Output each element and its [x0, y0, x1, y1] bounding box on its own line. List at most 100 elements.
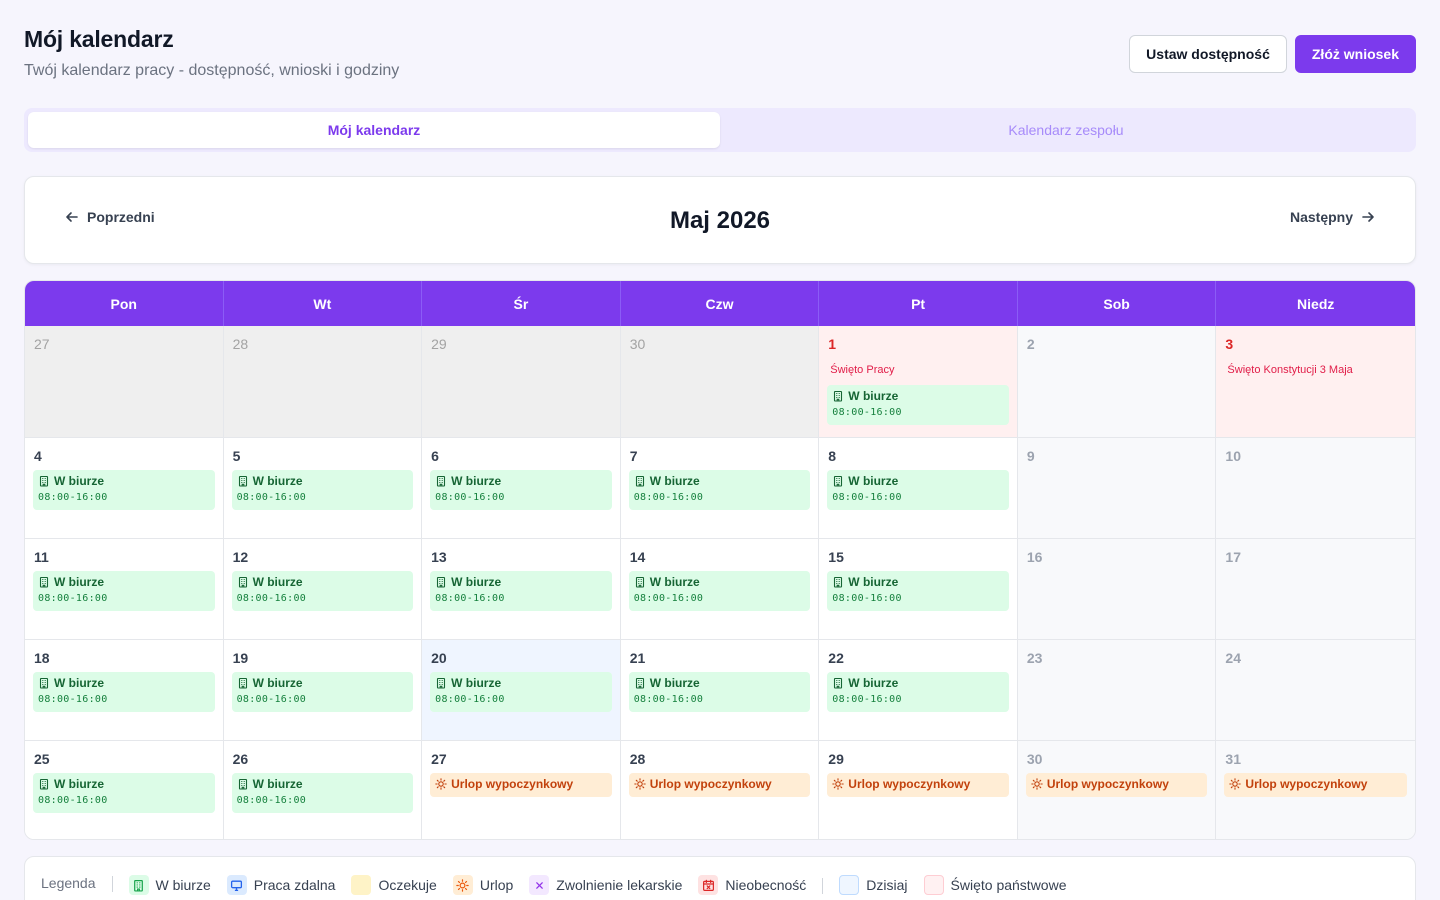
calendar-day[interactable]: 20 W biurze 08:00-16:00 — [422, 640, 621, 740]
office-event[interactable]: W biurze 08:00-16:00 — [628, 672, 811, 712]
calendar-day[interactable]: 1 Święto Pracy W biurze 08:00-16:00 — [819, 326, 1018, 437]
day-number: 17 — [1225, 549, 1241, 565]
office-event[interactable]: W biurze 08:00-16:00 — [33, 470, 215, 510]
calendar-day[interactable]: 24 — [1216, 640, 1415, 740]
calendar-week: 4 W biurze 08:00-16:00 5 W biurze 08:00-16:00… — [25, 437, 1415, 538]
set-availability-button[interactable]: Ustaw dostępność — [1129, 35, 1287, 73]
office-event[interactable]: W biurze 08:00-16:00 — [33, 571, 215, 611]
event-time: 08:00-16:00 — [435, 593, 505, 604]
day-number: 7 — [629, 448, 638, 464]
event-label: W biurze — [252, 676, 303, 690]
office-event[interactable]: W biurze 08:00-16:00 — [827, 672, 1009, 712]
day-number: 4 — [34, 448, 42, 464]
building-icon — [832, 475, 844, 487]
building-icon — [38, 475, 50, 487]
calendar-day[interactable]: 9 — [1017, 438, 1217, 538]
calendar-day[interactable]: 13 W biurze 08:00-16:00 — [422, 539, 621, 639]
legend-item: Dzisiaj — [839, 875, 908, 895]
calendar-day[interactable]: 26 W biurze 08:00-16:00 — [223, 741, 423, 839]
office-event[interactable]: W biurze 08:00-16:00 — [231, 672, 414, 712]
office-event[interactable]: W biurze 08:00-16:00 — [827, 571, 1009, 611]
event-time: 08:00-16:00 — [38, 593, 108, 604]
next-month-button[interactable]: Następny — [1290, 209, 1375, 225]
calendar-day[interactable]: 4 W biurze 08:00-16:00 — [25, 438, 224, 538]
calendar-day[interactable]: 19 W biurze 08:00-16:00 — [223, 640, 423, 740]
calendar-day[interactable]: 15 W biurze 08:00-16:00 — [819, 539, 1018, 639]
calendar-day[interactable]: 25 W biurze 08:00-16:00 — [25, 741, 224, 839]
previous-month-button[interactable]: Poprzedni — [65, 209, 155, 225]
calendar-day[interactable]: 10 — [1216, 438, 1415, 538]
weekday-header: Pon Wt Śr Czw Pt Sob Niedz — [25, 281, 1415, 326]
calendar-day[interactable]: 17 — [1216, 539, 1415, 639]
calendar-day[interactable]: 29 — [422, 326, 621, 437]
calendar-day[interactable]: 12 W biurze 08:00-16:00 — [223, 539, 423, 639]
calendar-day[interactable]: 27 Urlop wypoczynkowy — [422, 741, 621, 839]
event-label: W biurze — [451, 676, 502, 690]
weekday-thu: Czw — [621, 281, 820, 326]
calendar-day[interactable]: 30 Urlop wypoczynkowy — [1017, 741, 1217, 839]
office-event[interactable]: W biurze 08:00-16:00 — [827, 385, 1009, 425]
calendar-day[interactable]: 28 Urlop wypoczynkowy — [620, 741, 820, 839]
office-event[interactable]: W biurze 08:00-16:00 — [430, 470, 612, 510]
calendar-day[interactable]: 2 — [1017, 326, 1217, 437]
calendar-day[interactable]: 5 W biurze 08:00-16:00 — [223, 438, 423, 538]
calendar-day[interactable]: 27 — [25, 326, 224, 437]
calendar-day[interactable]: 29 Urlop wypoczynkowy — [819, 741, 1018, 839]
calendar-day[interactable]: 22 W biurze 08:00-16:00 — [819, 640, 1018, 740]
calendar-day[interactable]: 28 — [223, 326, 423, 437]
calendar-day[interactable]: 8 W biurze 08:00-16:00 — [819, 438, 1018, 538]
vacation-event[interactable]: Urlop wypoczynkowy — [827, 773, 1009, 797]
day-number: 6 — [431, 448, 439, 464]
calendar-day[interactable]: 14 W biurze 08:00-16:00 — [620, 539, 820, 639]
holiday-name: Święto Pracy — [830, 364, 895, 376]
calendar-day[interactable]: 18 W biurze 08:00-16:00 — [25, 640, 224, 740]
office-event[interactable]: W biurze 08:00-16:00 — [33, 672, 215, 712]
legend-label: W biurze — [155, 877, 211, 893]
office-event[interactable]: W biurze 08:00-16:00 — [231, 571, 414, 611]
building-icon — [237, 778, 249, 790]
vacation-event[interactable]: Urlop wypoczynkowy — [1224, 773, 1407, 797]
office-event[interactable]: W biurze 08:00-16:00 — [430, 571, 612, 611]
calendar-day[interactable]: 6 W biurze 08:00-16:00 — [422, 438, 621, 538]
legend-swatch — [923, 875, 944, 895]
calendar-day[interactable]: 16 — [1017, 539, 1217, 639]
event-label: W biurze — [451, 474, 502, 488]
office-event[interactable]: W biurze 08:00-16:00 — [430, 672, 612, 712]
office-event[interactable]: W biurze 08:00-16:00 — [827, 470, 1009, 510]
office-event[interactable]: W biurze 08:00-16:00 — [231, 773, 414, 813]
calendar-day[interactable]: 23 — [1017, 640, 1217, 740]
day-number: 28 — [629, 751, 646, 767]
page-subtitle: Twój kalendarz pracy - dostępność, wnios… — [24, 62, 400, 79]
tab-my-calendar[interactable]: Mój kalendarz — [28, 112, 720, 148]
tab-team-calendar[interactable]: Kalendarz zespołu — [1008, 122, 1124, 138]
event-label: W biurze — [54, 676, 104, 690]
office-event[interactable]: W biurze 08:00-16:00 — [33, 773, 215, 813]
office-event[interactable]: W biurze 08:00-16:00 — [628, 470, 811, 510]
weekday-fri: Pt — [819, 281, 1018, 326]
legend-label: Nieobecność — [725, 877, 807, 893]
event-label: Urlop wypoczynkowy — [1245, 777, 1368, 791]
legend-items: W biurze Praca zdalna Oczekuje Urlop Zwolnie… — [128, 875, 1066, 895]
event-time: 08:00-16:00 — [38, 795, 108, 806]
building-icon — [832, 576, 844, 588]
event-time: 08:00-16:00 — [832, 407, 902, 418]
day-number: 15 — [828, 549, 844, 565]
calendar-day[interactable]: 7 W biurze 08:00-16:00 — [620, 438, 820, 538]
calendar-week: 25 W biurze 08:00-16:00 26 W biurze 08:00-16:… — [25, 740, 1415, 839]
day-number: 8 — [828, 448, 837, 464]
office-event[interactable]: W biurze 08:00-16:00 — [628, 571, 811, 611]
sun-icon — [832, 778, 845, 790]
office-event[interactable]: W biurze 08:00-16:00 — [231, 470, 414, 510]
event-label: W biurze — [848, 474, 899, 488]
legend-label: Dzisiaj — [866, 877, 908, 893]
submit-request-button[interactable]: Złóż wniosek — [1294, 35, 1416, 73]
vacation-event[interactable]: Urlop wypoczynkowy — [628, 773, 811, 797]
calendar-day[interactable]: 3 Święto Konstytucji 3 Maja — [1216, 326, 1415, 437]
calendar-day[interactable]: 31 Urlop wypoczynkowy — [1216, 741, 1415, 839]
vacation-event[interactable]: Urlop wypoczynkowy — [1025, 773, 1208, 797]
event-label: W biurze — [54, 474, 104, 488]
calendar-day[interactable]: 21 W biurze 08:00-16:00 — [620, 640, 820, 740]
calendar-day[interactable]: 11 W biurze 08:00-16:00 — [25, 539, 224, 639]
calendar-day[interactable]: 30 — [620, 326, 820, 437]
vacation-event[interactable]: Urlop wypoczynkowy — [430, 773, 612, 797]
